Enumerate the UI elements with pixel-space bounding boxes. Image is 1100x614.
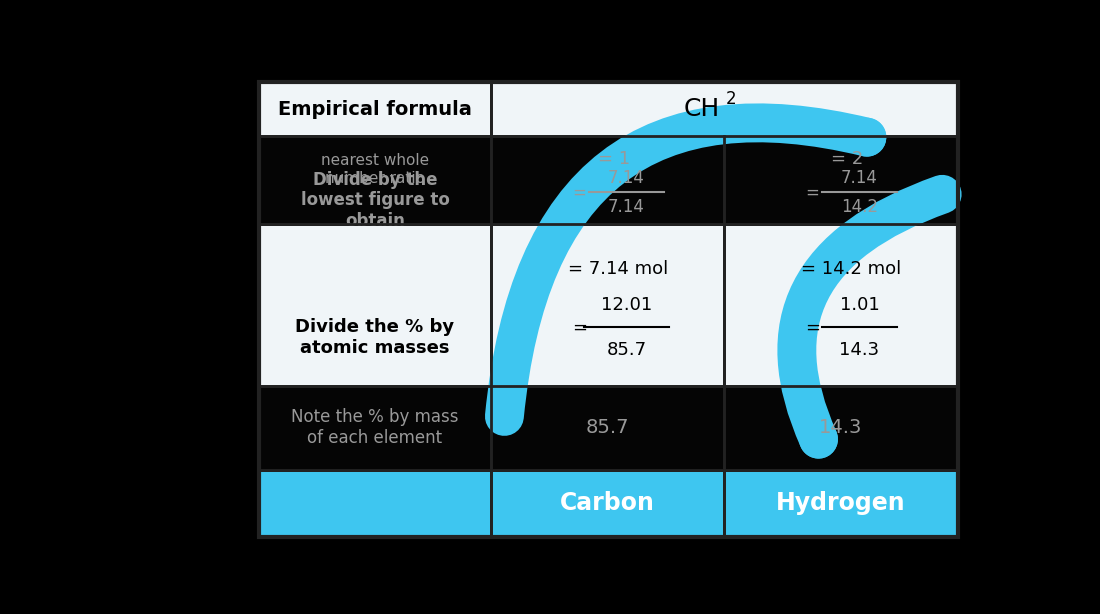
Bar <box>492 470 724 537</box>
Bar <box>492 136 724 224</box>
Text: nearest whole
number ratio: nearest whole number ratio <box>321 154 429 186</box>
FancyArrowPatch shape <box>505 123 867 416</box>
Text: =: = <box>805 184 820 201</box>
Bar <box>724 470 958 537</box>
Text: Hydrogen: Hydrogen <box>777 491 905 515</box>
Text: =: = <box>805 319 821 336</box>
Text: = 1: = 1 <box>597 150 629 168</box>
Text: = 7.14 mol: = 7.14 mol <box>568 260 668 278</box>
Bar <box>492 82 958 136</box>
Text: =: = <box>572 319 587 336</box>
Bar <box>492 386 724 470</box>
Bar <box>724 224 958 386</box>
Text: = 14.2 mol: = 14.2 mol <box>801 260 901 278</box>
Bar <box>258 82 492 136</box>
Text: 7.14: 7.14 <box>608 169 645 187</box>
Bar <box>724 386 958 470</box>
Text: = 2: = 2 <box>830 150 862 168</box>
Text: Empirical formula: Empirical formula <box>278 99 472 119</box>
Bar <box>258 224 492 386</box>
Bar <box>724 136 958 224</box>
Bar <box>258 136 492 224</box>
Text: 12.01: 12.01 <box>601 296 652 314</box>
Text: Divide the % by
atomic masses: Divide the % by atomic masses <box>296 317 454 357</box>
Text: 14.3: 14.3 <box>820 418 862 437</box>
Text: 85.7: 85.7 <box>606 341 647 359</box>
Text: =: = <box>572 184 586 201</box>
Text: CH: CH <box>684 97 721 121</box>
Text: 85.7: 85.7 <box>586 418 629 437</box>
Text: 7.14: 7.14 <box>608 198 645 216</box>
Text: Divide by the
lowest figure to
obtain: Divide by the lowest figure to obtain <box>300 171 450 230</box>
Bar <box>258 386 492 470</box>
Text: 7.14: 7.14 <box>842 169 878 187</box>
Text: 1.01: 1.01 <box>839 296 879 314</box>
Text: 2: 2 <box>726 90 737 108</box>
Bar <box>258 470 492 537</box>
Text: Carbon: Carbon <box>560 491 656 515</box>
Bar <box>492 224 724 386</box>
FancyArrowPatch shape <box>796 194 943 439</box>
Text: 14.2: 14.2 <box>842 198 878 216</box>
Text: Note the % by mass
of each element: Note the % by mass of each element <box>292 408 459 447</box>
Bar <box>258 82 958 537</box>
Text: 14.3: 14.3 <box>839 341 880 359</box>
